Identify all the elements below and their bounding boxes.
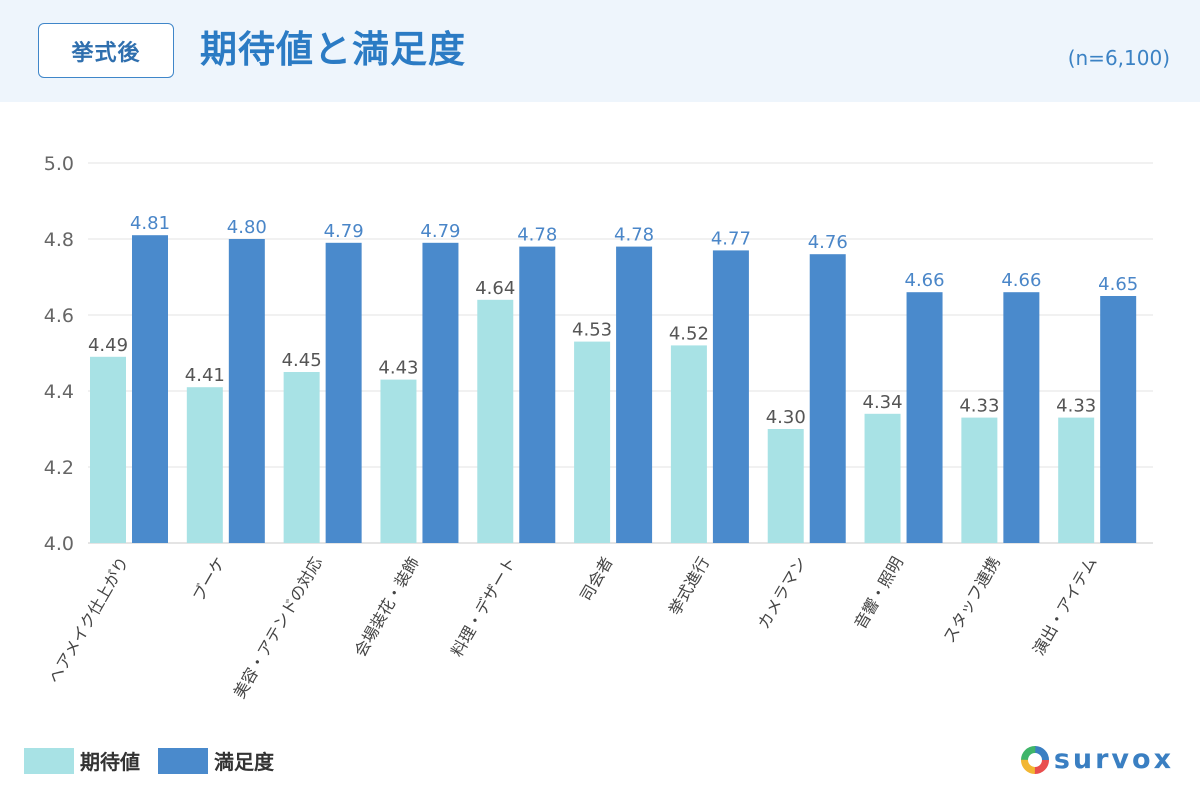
- bar-satisfaction: [1100, 296, 1137, 543]
- x-category-label: 挙式進行: [665, 554, 713, 619]
- value-label-expectation: 4.33: [1056, 396, 1096, 417]
- x-category-label: スタッフ連携: [939, 554, 1003, 647]
- bar-expectation: [380, 379, 417, 543]
- y-tick-label: 4.4: [44, 381, 74, 403]
- value-label-satisfaction: 4.77: [711, 228, 751, 249]
- value-label-satisfaction: 4.79: [324, 221, 364, 242]
- legend-label-satisfaction: 満足度: [214, 750, 274, 774]
- y-tick-label: 4.2: [44, 457, 74, 479]
- value-label-satisfaction: 4.66: [905, 270, 945, 291]
- header-band: 挙式後 期待値と満足度 (n=6,100): [0, 0, 1200, 102]
- x-category-label: 演出・アイテム: [1029, 554, 1101, 659]
- bar-expectation: [961, 417, 998, 543]
- bar-satisfaction: [809, 254, 846, 543]
- value-label-expectation: 4.64: [475, 278, 515, 299]
- bar-expectation: [864, 413, 901, 543]
- bar-satisfaction: [132, 235, 168, 543]
- legend-label-expectation: 期待値: [80, 750, 140, 774]
- x-category-label: ブーケ: [189, 554, 229, 605]
- legend-item-expectation: 期待値: [24, 746, 140, 775]
- bar-satisfaction: [325, 242, 362, 544]
- value-label-satisfaction: 4.78: [517, 225, 557, 246]
- value-label-expectation: 4.33: [959, 396, 999, 417]
- x-category-label: 音響・照明: [851, 554, 907, 633]
- bar-expectation: [186, 387, 223, 543]
- x-category-label: 会場装花・装飾: [350, 554, 422, 661]
- value-label-satisfaction: 4.65: [1098, 274, 1138, 295]
- y-tick-label: 4.8: [44, 229, 74, 251]
- x-category-label: 料理・デザート: [447, 554, 519, 661]
- bar-expectation: [670, 345, 707, 543]
- y-tick-label: 5.0: [44, 153, 74, 175]
- legend-swatch-expectation: [24, 747, 74, 774]
- x-category-label: 司会者: [576, 554, 616, 605]
- bar-satisfaction: [712, 250, 749, 543]
- x-category-label: ヘアメイク仕上がり: [45, 554, 133, 687]
- survox-logo: survox: [1020, 744, 1174, 775]
- value-label-expectation: 4.45: [282, 350, 322, 371]
- page-title: 期待値と満足度: [200, 28, 466, 71]
- value-label-satisfaction: 4.66: [1001, 270, 1041, 291]
- legend-item-satisfaction: 満足度: [158, 746, 274, 775]
- bar-satisfaction: [519, 246, 556, 543]
- value-label-satisfaction: 4.81: [130, 213, 170, 234]
- bar-satisfaction: [616, 246, 653, 543]
- sample-size: (n=6,100): [1067, 46, 1170, 70]
- legend-swatch-satisfaction: [158, 747, 208, 774]
- x-category-label: カメラマン: [754, 554, 810, 633]
- bar-expectation: [767, 429, 804, 543]
- value-label-expectation: 4.52: [669, 323, 709, 344]
- logo-ring-icon: [1020, 745, 1049, 774]
- bar-expectation: [90, 356, 126, 543]
- value-label-satisfaction: 4.76: [808, 232, 848, 253]
- bar-expectation: [1058, 417, 1095, 543]
- x-category-label: 美容・アテンドの対応: [230, 554, 326, 702]
- value-label-expectation: 4.41: [185, 365, 225, 386]
- y-tick-label: 4.6: [44, 305, 74, 327]
- value-label-satisfaction: 4.78: [614, 225, 654, 246]
- value-label-satisfaction: 4.79: [420, 221, 460, 242]
- value-label-expectation: 4.34: [863, 392, 903, 413]
- value-label-expectation: 4.43: [378, 358, 418, 379]
- value-label-expectation: 4.49: [88, 335, 128, 356]
- bar-layer: [90, 235, 1137, 544]
- value-label-expectation: 4.30: [766, 407, 806, 428]
- ceremony-tag: 挙式後: [38, 23, 174, 78]
- bar-satisfaction: [228, 239, 265, 543]
- bar-expectation: [574, 341, 611, 543]
- bar-satisfaction: [422, 242, 459, 544]
- grid-layer: 4.0 4.2 4.4 4.6 4.8 5.0: [44, 153, 1153, 555]
- bar-expectation: [477, 299, 514, 543]
- value-label-satisfaction: 4.80: [227, 217, 267, 238]
- legend: 期待値 満足度: [24, 746, 292, 775]
- bar-satisfaction: [906, 292, 943, 543]
- logo-text: survox: [1053, 744, 1174, 775]
- bar-satisfaction: [1003, 292, 1040, 543]
- y-tick-label: 4.0: [44, 533, 74, 555]
- bar-expectation: [283, 372, 320, 543]
- value-label-expectation: 4.53: [572, 320, 612, 341]
